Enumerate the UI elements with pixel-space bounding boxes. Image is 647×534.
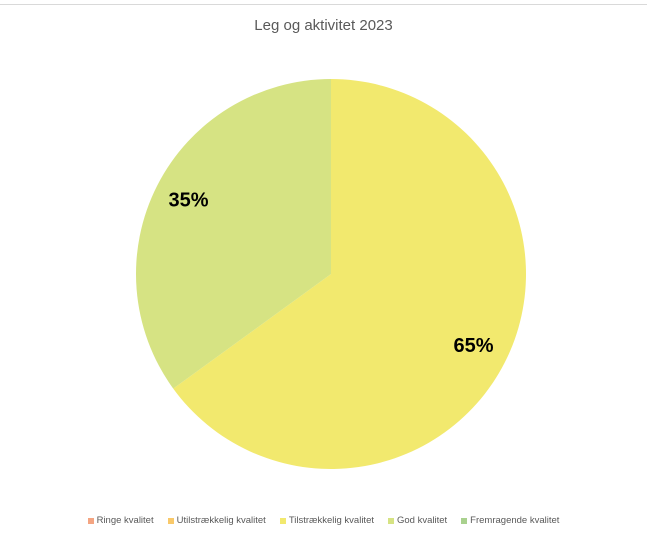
legend-swatch-tilstrækkelig-kvalitet (279, 517, 286, 524)
top-divider (0, 4, 647, 5)
pie-slice-tilstrækkelig-kvalitet (173, 79, 526, 469)
chart-legend: Ringe kvalitet Utilstrækkelig kvalitet Til… (0, 515, 647, 526)
legend-item-fremragende-kvalitet: Fremragende kvalitet (461, 515, 559, 526)
chart-title: Leg og aktivitet 2023 (254, 17, 393, 34)
legend-item-utilstrækkelig-kvalitet: Utilstrækkelig kvalitet (167, 515, 266, 526)
pie-slice-god-kvalitet (136, 79, 331, 389)
legend-swatch-fremragende-kvalitet (461, 517, 468, 524)
data-label-god-kvalitet: 35% (169, 190, 209, 212)
data-label-tilstrækkelig-kvalitet: 65% (453, 335, 493, 357)
legend-label-god-kvalitet: God kvalitet (397, 515, 448, 526)
legend-label-fremragende-kvalitet: Fremragende kvalitet (470, 515, 560, 526)
legend-label-tilstrækkelig-kvalitet: Tilstrækkelig kvalitet (288, 515, 374, 526)
legend-item-god-kvalitet: God kvalitet (388, 515, 447, 526)
legend-item-ringe-kvalitet: Ringe kvalitet (87, 515, 154, 526)
legend-item-tilstrækkelig-kvalitet: Tilstrækkelig kvalitet (279, 515, 374, 526)
legend-swatch-god-kvalitet (388, 517, 394, 524)
legend-label-utilstrækkelig-kvalitet: Utilstrækkelig kvalitet (176, 515, 266, 526)
legend-label-ringe-kvalitet: Ringe kvalitet (96, 515, 154, 526)
legend-swatch-utilstrækkelig-kvalitet (167, 517, 174, 524)
legend-swatch-ringe-kvalitet (87, 517, 94, 524)
